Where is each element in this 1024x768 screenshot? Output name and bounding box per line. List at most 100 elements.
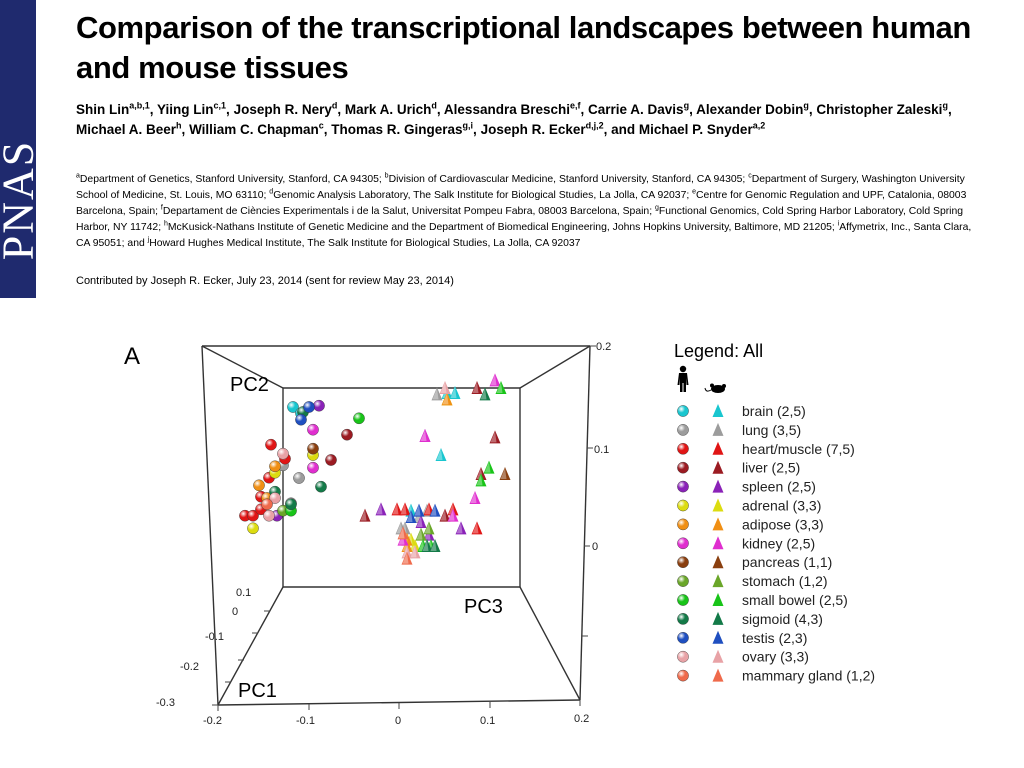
affiliation-text: Howard Hughes Medical Institute, The Sal… bbox=[149, 238, 581, 249]
author-name: Alexander Dobin bbox=[696, 102, 804, 117]
author-affiliation-marker: e,f bbox=[569, 100, 581, 111]
legend-human-marker bbox=[677, 480, 689, 493]
data-points bbox=[239, 373, 511, 565]
x-tick-label: 0.1 bbox=[480, 715, 495, 727]
author-affiliation-marker: c,1 bbox=[213, 100, 227, 111]
author-affiliation-marker: d,j,2 bbox=[585, 120, 604, 131]
mouse-point-highlight bbox=[418, 540, 425, 551]
journal-logo: PNAS bbox=[0, 139, 43, 261]
affiliation-marker: b bbox=[384, 172, 389, 180]
legend-human-marker bbox=[677, 405, 689, 417]
legend-human-marker bbox=[677, 461, 689, 474]
human-point bbox=[265, 438, 277, 451]
human-point bbox=[353, 412, 365, 425]
mouse-point bbox=[469, 491, 481, 504]
human-point bbox=[247, 522, 259, 535]
x-tick-label: 0.2 bbox=[574, 713, 589, 725]
author-affiliation-marker: h bbox=[176, 120, 182, 131]
author-name: Mark A. Urich bbox=[344, 102, 432, 117]
author-name: Alessandra Breschi bbox=[443, 102, 570, 117]
mouse-point-highlight bbox=[424, 503, 431, 515]
mouse-point bbox=[447, 508, 459, 522]
mouse-point-highlight bbox=[430, 540, 437, 551]
mouse-point-highlight bbox=[410, 546, 417, 558]
legend-label: testis (2,3) bbox=[742, 630, 807, 646]
human-point bbox=[269, 460, 281, 473]
affiliation-text: McKusick-Nathans Institute of Genetic Me… bbox=[167, 222, 838, 233]
legend-human-marker bbox=[677, 613, 689, 625]
legend-mouse-marker bbox=[712, 611, 724, 625]
mouse-point-highlight bbox=[360, 509, 367, 521]
human-point bbox=[307, 423, 319, 436]
author-separator: , bbox=[337, 102, 345, 117]
mouse-point-highlight bbox=[416, 528, 423, 540]
legend-label: spleen (2,5) bbox=[742, 479, 816, 495]
author-affiliation-marker: g bbox=[942, 100, 948, 111]
affiliation-marker: j bbox=[147, 236, 150, 244]
x-tick-label: 0 bbox=[395, 715, 401, 727]
human-point bbox=[315, 480, 327, 493]
legend-label: ovary (3,3) bbox=[742, 649, 809, 665]
mouse-point-highlight bbox=[416, 516, 423, 527]
affiliation-marker: f bbox=[160, 204, 163, 212]
mouse-point bbox=[359, 508, 371, 522]
affiliation-marker: c bbox=[748, 172, 752, 180]
mouse-point-highlight bbox=[476, 474, 483, 486]
mouse-point-highlight bbox=[442, 393, 449, 405]
mouse-point-highlight bbox=[402, 552, 409, 564]
legend-human-marker bbox=[677, 594, 689, 606]
mouse-point-highlight bbox=[470, 492, 477, 503]
z-tick-label: 0.1 bbox=[594, 444, 609, 456]
mouse-point bbox=[429, 503, 441, 517]
legend-human-marker bbox=[677, 499, 689, 512]
mouse-point bbox=[471, 381, 483, 394]
author-separator: , bbox=[603, 122, 612, 137]
mouse-point-highlight bbox=[440, 382, 447, 393]
legend-title: Legend: All bbox=[674, 341, 763, 361]
mouse-point bbox=[439, 508, 451, 522]
affiliation-text: Centre for Genomic Regulation and UPF, C… bbox=[76, 190, 967, 217]
mouse-point bbox=[415, 527, 427, 541]
tick-labels: -0.2 -0.1 0 0.1 0.2 -0.3 -0.2 -0.1 0 0.1… bbox=[156, 341, 611, 727]
legend-label: kidney (2,5) bbox=[742, 535, 815, 551]
legend-label: heart/muscle (7,5) bbox=[742, 441, 855, 457]
mouse-point-highlight bbox=[420, 430, 427, 441]
author-list: Shin Lina,b,1, Yiing Linc,1, Joseph R. N… bbox=[76, 100, 976, 140]
author-separator: , bbox=[808, 102, 817, 117]
mouse-point bbox=[483, 460, 495, 474]
legend-mouse-marker bbox=[712, 498, 724, 512]
legend-mouse-marker bbox=[712, 404, 724, 417]
paper-title: Comparison of the transcriptional landsc… bbox=[76, 10, 971, 85]
author-name: Yiing Lin bbox=[157, 102, 214, 117]
author-separator: , bbox=[149, 102, 158, 117]
mouse-point-highlight bbox=[480, 388, 487, 400]
mouse-point bbox=[421, 539, 433, 552]
mouse-point bbox=[499, 467, 511, 480]
human-point bbox=[247, 509, 259, 522]
author-affiliation-marker: g,i bbox=[462, 120, 474, 131]
affiliation-text: Division of Cardiovascular Medicine, Sta… bbox=[388, 174, 749, 185]
author-separator: , bbox=[689, 102, 697, 117]
journal-sidebar: PNAS bbox=[0, 0, 43, 298]
human-point bbox=[263, 509, 275, 522]
pc2-axis-label: PC2 bbox=[230, 374, 269, 396]
mouse-point-highlight bbox=[430, 504, 437, 516]
legend-label: mammary gland (1,2) bbox=[742, 668, 875, 684]
author-name: Michael A. Beer bbox=[76, 122, 177, 137]
mouse-point-highlight bbox=[396, 522, 403, 534]
author-name: Thomas R. Gingeras bbox=[331, 122, 463, 137]
author-affiliation-marker: c bbox=[318, 120, 324, 131]
mouse-point-highlight bbox=[392, 503, 399, 515]
human-point bbox=[313, 399, 325, 412]
human-point bbox=[287, 401, 299, 413]
affiliation-text: Affymetrix, Inc., Santa Clara, CA 95051;… bbox=[76, 222, 972, 249]
human-silhouette-icon bbox=[677, 365, 689, 392]
legend-mouse-marker bbox=[712, 630, 724, 644]
mouse-point bbox=[423, 521, 435, 535]
mouse-point bbox=[475, 473, 487, 487]
legend-mouse-marker bbox=[712, 422, 724, 436]
mouse-point-highlight bbox=[414, 504, 421, 516]
z-tick-label: 0.2 bbox=[596, 341, 611, 353]
legend-human-marker bbox=[677, 537, 689, 550]
mouse-point bbox=[489, 373, 501, 387]
